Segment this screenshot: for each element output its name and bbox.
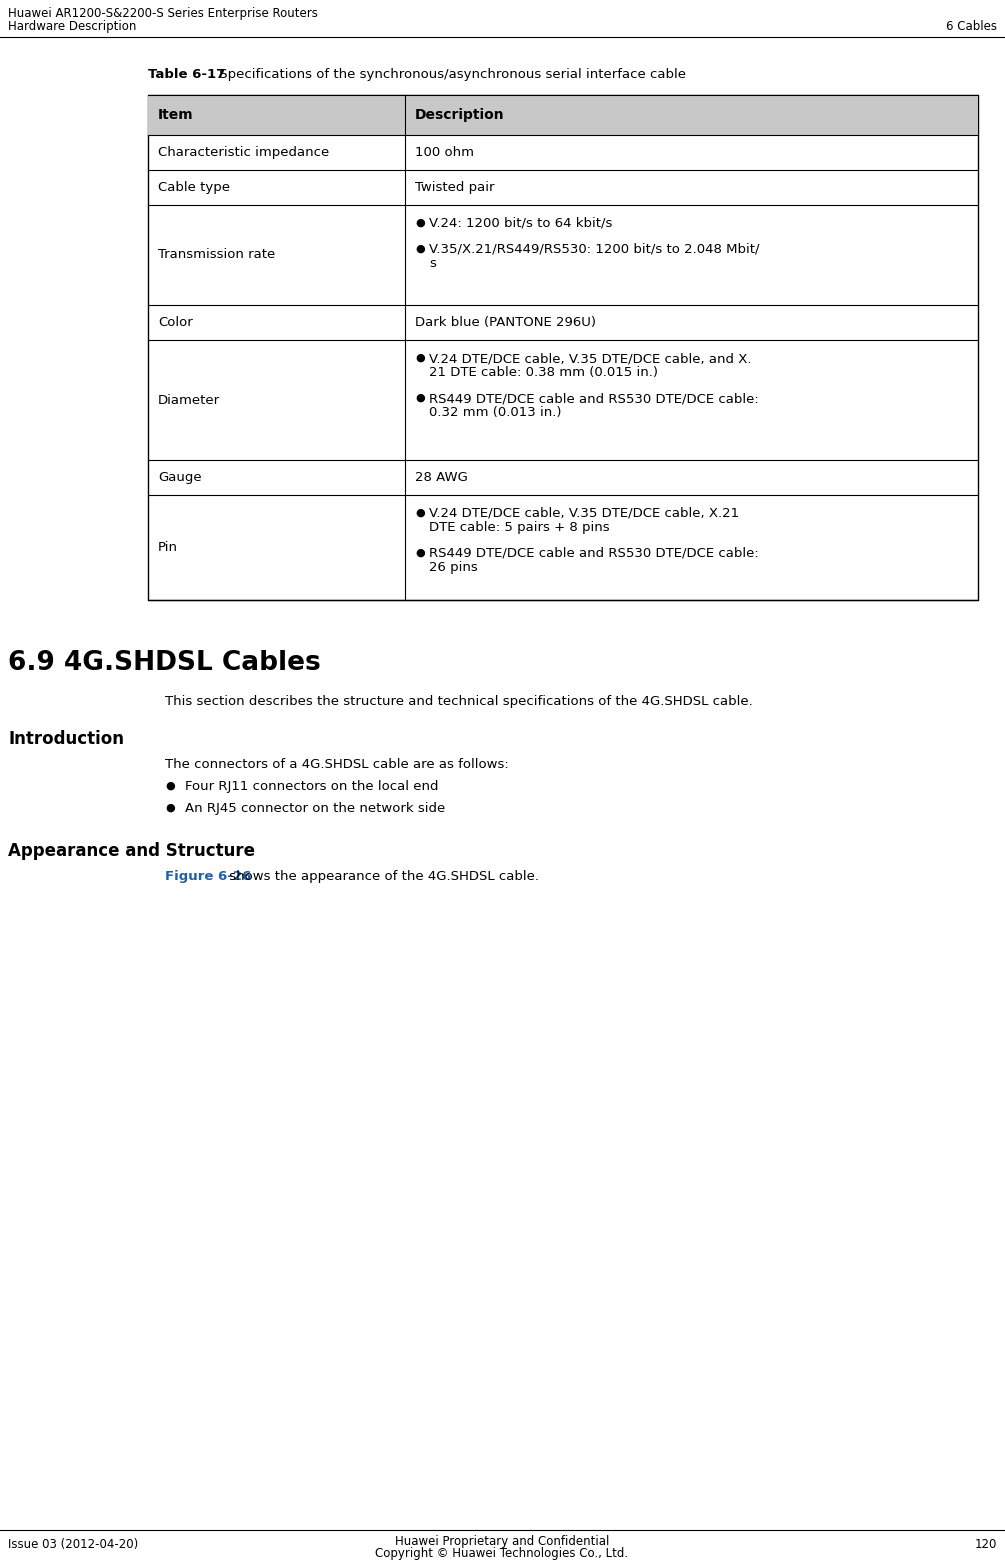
Text: Dark blue (PANTONE 296U): Dark blue (PANTONE 296U)	[415, 317, 596, 329]
Text: 26 pins: 26 pins	[429, 561, 477, 574]
Text: Huawei AR1200-S&2200-S Series Enterprise Routers: Huawei AR1200-S&2200-S Series Enterprise…	[8, 6, 318, 20]
Text: 6 Cables: 6 Cables	[946, 20, 997, 33]
Text: Hardware Description: Hardware Description	[8, 20, 137, 33]
Text: 120: 120	[975, 1537, 997, 1551]
Bar	[148, 96, 978, 135]
Text: V.24: 1200 bit/s to 64 kbit/s: V.24: 1200 bit/s to 64 kbit/s	[429, 216, 612, 230]
Text: Copyright © Huawei Technologies Co., Ltd.: Copyright © Huawei Technologies Co., Ltd…	[376, 1547, 628, 1561]
Text: 0.32 mm (0.013 in.): 0.32 mm (0.013 in.)	[429, 406, 562, 418]
Text: An RJ45 connector on the network side: An RJ45 connector on the network side	[185, 802, 445, 815]
Text: ●: ●	[415, 243, 425, 254]
Text: Table 6-17: Table 6-17	[148, 67, 225, 81]
Text: ●: ●	[415, 547, 425, 558]
Text: V.24 DTE/DCE cable, V.35 DTE/DCE cable, and X.: V.24 DTE/DCE cable, V.35 DTE/DCE cable, …	[429, 353, 752, 365]
Text: Figure 6-26: Figure 6-26	[165, 870, 251, 882]
Text: Issue 03 (2012-04-20): Issue 03 (2012-04-20)	[8, 1537, 139, 1551]
Text: Diameter: Diameter	[158, 393, 220, 406]
Text: RS449 DTE/DCE cable and RS530 DTE/DCE cable:: RS449 DTE/DCE cable and RS530 DTE/DCE ca…	[429, 392, 759, 404]
Text: 100 ohm: 100 ohm	[415, 146, 474, 158]
Text: ●: ●	[165, 780, 175, 791]
Text: 28 AWG: 28 AWG	[415, 472, 468, 484]
Text: Transmission rate: Transmission rate	[158, 249, 275, 262]
Text: Cable type: Cable type	[158, 182, 230, 194]
Text: 6.9 4G.SHDSL Cables: 6.9 4G.SHDSL Cables	[8, 650, 321, 675]
Text: V.24 DTE/DCE cable, V.35 DTE/DCE cable, X.21: V.24 DTE/DCE cable, V.35 DTE/DCE cable, …	[429, 508, 739, 520]
Text: The connectors of a 4G.SHDSL cable are as follows:: The connectors of a 4G.SHDSL cable are a…	[165, 758, 509, 771]
Text: ●: ●	[165, 802, 175, 813]
Text: Gauge: Gauge	[158, 472, 202, 484]
Text: Introduction: Introduction	[8, 730, 124, 747]
Text: s: s	[429, 257, 436, 270]
Text: Specifications of the synchronous/asynchronous serial interface cable: Specifications of the synchronous/asynch…	[215, 67, 686, 81]
Text: Four RJ11 connectors on the local end: Four RJ11 connectors on the local end	[185, 780, 438, 793]
Text: Huawei Proprietary and Confidential: Huawei Proprietary and Confidential	[395, 1536, 609, 1548]
Text: This section describes the structure and technical specifications of the 4G.SHDS: This section describes the structure and…	[165, 696, 753, 708]
Text: Description: Description	[415, 108, 505, 122]
Text: Item: Item	[158, 108, 194, 122]
Text: Appearance and Structure: Appearance and Structure	[8, 841, 255, 860]
Text: DTE cable: 5 pairs + 8 pins: DTE cable: 5 pairs + 8 pins	[429, 520, 610, 534]
Text: Pin: Pin	[158, 541, 178, 555]
Text: V.35/X.21/RS449/RS530: 1200 bit/s to 2.048 Mbit/: V.35/X.21/RS449/RS530: 1200 bit/s to 2.0…	[429, 243, 760, 255]
Bar	[148, 96, 978, 600]
Text: 21 DTE cable: 0.38 mm (0.015 in.): 21 DTE cable: 0.38 mm (0.015 in.)	[429, 367, 658, 379]
Text: ●: ●	[415, 353, 425, 362]
Text: ●: ●	[415, 218, 425, 227]
Text: Color: Color	[158, 317, 193, 329]
Text: RS449 DTE/DCE cable and RS530 DTE/DCE cable:: RS449 DTE/DCE cable and RS530 DTE/DCE ca…	[429, 547, 759, 559]
Text: Characteristic impedance: Characteristic impedance	[158, 146, 330, 158]
Text: ●: ●	[415, 393, 425, 403]
Text: shows the appearance of the 4G.SHDSL cable.: shows the appearance of the 4G.SHDSL cab…	[225, 870, 539, 882]
Text: Twisted pair: Twisted pair	[415, 182, 494, 194]
Text: ●: ●	[415, 508, 425, 517]
